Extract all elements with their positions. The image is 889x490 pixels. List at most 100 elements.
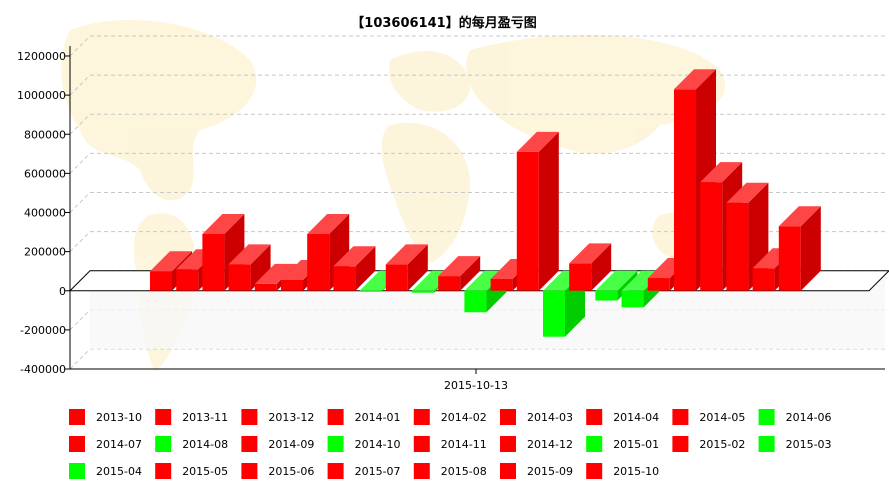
legend-item: 2015-08 [413, 463, 487, 479]
bar-top [385, 244, 428, 265]
legend-swatch [586, 409, 603, 425]
bar-front [281, 279, 303, 291]
legend-swatch [586, 436, 603, 452]
legend-swatch [413, 436, 430, 452]
gridline-diag [69, 74, 91, 96]
legend-item: 2015-01 [586, 436, 659, 452]
bar-front [621, 290, 644, 308]
gridline-diag [69, 153, 91, 174]
legend-label: 2014-03 [527, 411, 573, 424]
legend-item: 2015-09 [500, 463, 573, 479]
bar-top [595, 270, 638, 291]
legend-label: 2013-10 [96, 411, 142, 424]
y-tick-label: -400000 [20, 363, 66, 376]
x-axis-category-label: 2015-10-13 [444, 379, 508, 392]
legend-swatch [500, 436, 516, 452]
legend-swatch [500, 409, 516, 425]
legend-item: 2014-08 [155, 436, 228, 452]
legend-item: 2015-10 [586, 463, 659, 479]
legend-swatch [69, 436, 85, 452]
legend-item: 2015-03 [758, 436, 832, 452]
legend-swatch [69, 463, 85, 479]
legend-item: 2015-06 [241, 463, 314, 479]
legend-label: 2015-08 [441, 465, 487, 478]
legend-label: 2015-06 [268, 465, 314, 478]
legend-item: 2014-01 [327, 409, 401, 425]
bar-top [516, 131, 559, 152]
legend-label: 2013-11 [182, 411, 228, 424]
bar [778, 206, 821, 291]
legend-item: 2013-11 [155, 409, 228, 425]
legend-swatch [672, 409, 689, 425]
bar [385, 244, 428, 291]
legend-label: 2014-02 [441, 411, 487, 424]
legend-label: 2013-12 [268, 411, 314, 424]
bar-front [359, 290, 382, 292]
legend-swatch [500, 463, 516, 479]
bar-top [202, 214, 245, 235]
legend-swatch [413, 463, 430, 479]
y-axis: 1200000 1000000 800000 600000 400000 200000 0 -… [17, 46, 71, 376]
y-tick-label: 1000000 [17, 89, 66, 102]
gridline-diag [69, 35, 91, 57]
legend-item: 2014-05 [672, 409, 745, 425]
bar-top [150, 251, 192, 272]
legend-swatch [327, 463, 344, 479]
bar [228, 244, 271, 291]
y-tick-label: 200000 [24, 246, 66, 259]
bar-front [647, 278, 670, 291]
bar-top [307, 214, 350, 235]
legend-swatch [327, 436, 344, 452]
bar-front [254, 283, 277, 291]
bar-front [202, 234, 225, 291]
legend-label: 2015-01 [613, 438, 659, 451]
legend-item: 2014-06 [758, 409, 832, 425]
legend-swatch [241, 436, 258, 452]
x-axis [70, 368, 885, 374]
bar-front [674, 89, 696, 291]
bar-front [490, 279, 513, 291]
bar-front [333, 266, 356, 291]
y-tick-label: 800000 [24, 128, 66, 141]
bar-front [228, 264, 251, 291]
bar-front [438, 276, 461, 291]
legend-label: 2014-10 [355, 438, 401, 451]
bar-side [355, 246, 376, 291]
legend-swatch [758, 436, 775, 452]
bar-top [438, 256, 481, 277]
legend-label: 2014-04 [613, 411, 659, 424]
bar-side [800, 206, 821, 291]
bar-front [516, 151, 539, 291]
legend-item: 2014-07 [69, 436, 142, 452]
y-tick-label: 400000 [24, 207, 66, 220]
legend-label: 2015-07 [355, 465, 401, 478]
legend-item: 2013-12 [241, 409, 314, 425]
y-tick-label: 1200000 [17, 50, 66, 63]
bar-top [254, 263, 297, 284]
legend-item: 2015-02 [672, 436, 745, 452]
legend-label: 2015-09 [527, 465, 573, 478]
legend-item: 2014-03 [500, 409, 573, 425]
legend-item: 2015-04 [69, 463, 142, 479]
legend-label: 2014-06 [786, 411, 832, 424]
bar-top [700, 162, 743, 183]
bar-front [176, 269, 199, 291]
bar-front [412, 290, 434, 293]
bar-side [250, 244, 271, 291]
bar-side [591, 243, 612, 291]
bar-front [464, 290, 487, 313]
chart-title: 【103606141】的每月盈亏图 [351, 15, 536, 31]
bar-top [674, 69, 716, 90]
bar [569, 243, 612, 291]
legend-swatch [586, 463, 603, 479]
bar [516, 131, 559, 291]
y-tick-label: -200000 [20, 324, 66, 337]
bar-front [595, 290, 618, 301]
legend-item: 2014-10 [327, 436, 401, 452]
bar-side [538, 131, 559, 291]
legend-label: 2014-01 [355, 411, 401, 424]
gridline-diag [69, 113, 91, 135]
legend-label: 2015-02 [699, 438, 745, 451]
